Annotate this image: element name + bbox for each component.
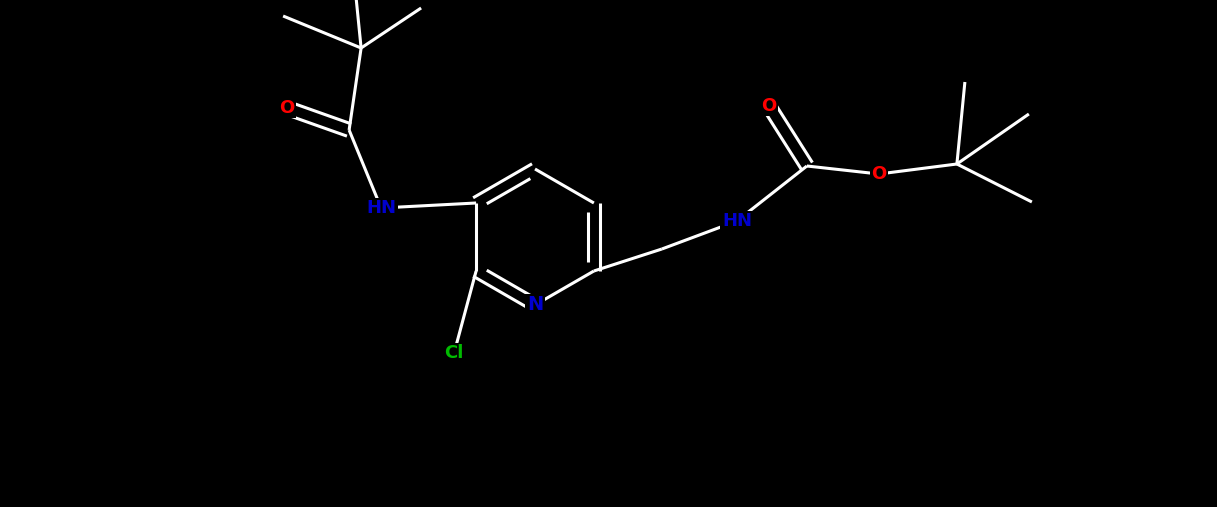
Text: O: O xyxy=(762,97,776,115)
Text: N: N xyxy=(527,296,543,314)
Text: Cl: Cl xyxy=(444,344,464,362)
Text: O: O xyxy=(871,165,886,183)
Text: O: O xyxy=(280,99,295,117)
Text: HN: HN xyxy=(366,199,396,217)
Text: HN: HN xyxy=(722,212,752,230)
